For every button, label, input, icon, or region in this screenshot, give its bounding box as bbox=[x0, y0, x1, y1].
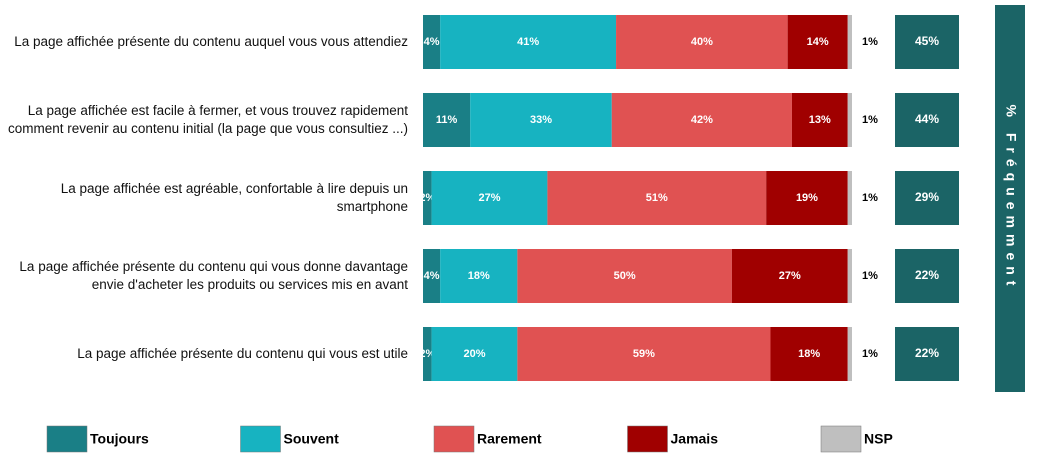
bar-segment bbox=[847, 171, 852, 225]
value-label: 27% bbox=[779, 270, 801, 282]
bar-segment bbox=[423, 93, 471, 147]
value-label: 42% bbox=[691, 114, 713, 126]
bar-segment bbox=[440, 249, 518, 303]
value-label: 2% bbox=[419, 348, 435, 360]
bar-segment bbox=[423, 171, 432, 225]
frequently-box bbox=[895, 249, 959, 303]
value-label: 1% bbox=[862, 192, 878, 204]
bar-segment bbox=[423, 15, 441, 69]
legend-swatch bbox=[627, 425, 668, 453]
value-label: 11% bbox=[436, 114, 458, 126]
value-label: 50% bbox=[614, 270, 636, 282]
value-label: 4% bbox=[424, 36, 440, 48]
value-label: 4% bbox=[424, 270, 440, 282]
legend-label: Rarement bbox=[477, 431, 542, 447]
bar-segment bbox=[731, 249, 848, 303]
bar-segment bbox=[611, 93, 792, 147]
bar-segment bbox=[847, 249, 852, 303]
category-label: La page affichée présente du contenu qui… bbox=[19, 259, 408, 292]
value-label: 18% bbox=[468, 270, 490, 282]
value-label: 41% bbox=[517, 36, 539, 48]
value-label: 40% bbox=[691, 36, 713, 48]
frequently-box bbox=[895, 171, 959, 225]
frequently-box bbox=[895, 15, 959, 69]
bar-segment bbox=[616, 15, 788, 69]
frequently-box bbox=[895, 327, 959, 381]
category-label: La page affichée présente du contenu auq… bbox=[14, 34, 408, 49]
value-label: 51% bbox=[646, 192, 668, 204]
bar-segment bbox=[770, 327, 848, 381]
bar-segment bbox=[847, 15, 852, 69]
frequently-title: % Fréquemment bbox=[1003, 105, 1019, 292]
value-label: 18% bbox=[798, 348, 820, 360]
frequently-label: 22% bbox=[915, 346, 939, 360]
legend-label: Jamais bbox=[671, 431, 719, 447]
bar-segment bbox=[847, 93, 852, 147]
value-label: 1% bbox=[862, 36, 878, 48]
bar-segment bbox=[470, 93, 612, 147]
bar-segment bbox=[847, 327, 852, 381]
bar-segment bbox=[431, 327, 518, 381]
value-label: 13% bbox=[809, 114, 831, 126]
frequently-label: 44% bbox=[915, 112, 939, 126]
category-label: La page affichée présente du contenu qui… bbox=[77, 346, 408, 361]
bar-segment bbox=[431, 171, 548, 225]
legend-swatch bbox=[240, 425, 281, 453]
value-label: 14% bbox=[807, 36, 829, 48]
frequently-label: 45% bbox=[915, 34, 939, 48]
legend-label: Souvent bbox=[284, 431, 340, 447]
value-label: 1% bbox=[862, 114, 878, 126]
value-label: 1% bbox=[862, 270, 878, 282]
value-label: 27% bbox=[478, 192, 500, 204]
value-label: 20% bbox=[463, 348, 485, 360]
value-label: 19% bbox=[796, 192, 818, 204]
frequently-panel bbox=[995, 5, 1025, 392]
frequently-label: 22% bbox=[915, 268, 939, 282]
bar-segment bbox=[766, 171, 848, 225]
frequently-label: 29% bbox=[915, 190, 939, 204]
legend-swatch bbox=[820, 425, 862, 453]
bar-segment bbox=[517, 249, 732, 303]
category-label: La page affichée est facile à fermer, et… bbox=[8, 103, 408, 136]
frequently-box bbox=[895, 93, 959, 147]
bar-segment bbox=[547, 171, 767, 225]
bar-segment bbox=[791, 93, 848, 147]
bar-segment bbox=[517, 327, 771, 381]
value-label: 1% bbox=[862, 348, 878, 360]
value-label: 2% bbox=[419, 192, 435, 204]
legend-label: Toujours bbox=[90, 431, 149, 447]
legend-swatch bbox=[433, 425, 475, 453]
legend-label: NSP bbox=[864, 431, 893, 447]
bar-segment bbox=[787, 15, 848, 69]
value-label: 33% bbox=[530, 114, 552, 126]
bar-segment bbox=[423, 327, 432, 381]
bar-segment bbox=[440, 15, 617, 69]
value-label: 59% bbox=[633, 348, 655, 360]
bar-segment bbox=[423, 249, 441, 303]
legend-swatch bbox=[46, 425, 88, 453]
category-label: La page affichée est agréable, confortab… bbox=[60, 181, 408, 214]
